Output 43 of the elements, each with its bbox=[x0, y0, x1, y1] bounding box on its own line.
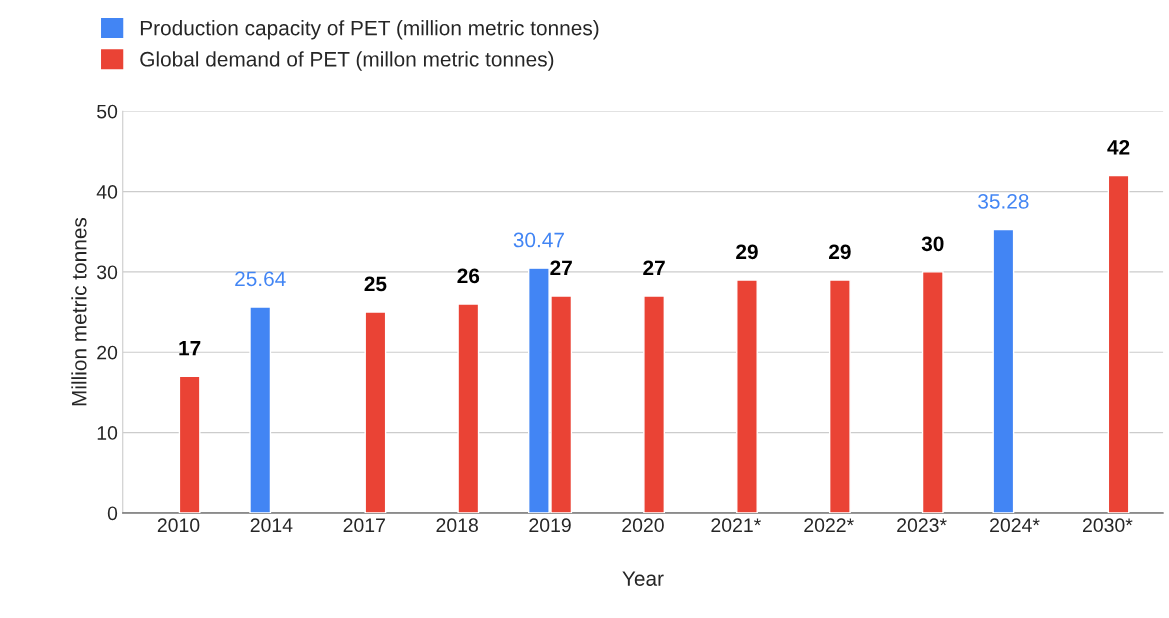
bar bbox=[249, 306, 272, 513]
y-tick-label: 50 bbox=[97, 104, 118, 119]
data-label: 29 bbox=[829, 244, 851, 260]
x-tick-label: 2014 bbox=[250, 518, 293, 533]
data-label: 27 bbox=[643, 260, 665, 276]
data-label: 30 bbox=[921, 236, 944, 252]
y-tick-label: 20 bbox=[97, 345, 118, 360]
data-label: 30.47 bbox=[513, 232, 564, 248]
data-label: 25 bbox=[364, 276, 387, 292]
y-axis-title: Million metric tonnes bbox=[71, 217, 87, 406]
y-tick-label: 0 bbox=[107, 506, 118, 521]
bar bbox=[736, 279, 758, 513]
bar bbox=[992, 228, 1015, 513]
bar bbox=[457, 303, 480, 513]
bar bbox=[921, 271, 944, 513]
x-tick-label: 2021* bbox=[711, 518, 761, 533]
y-tick-label: 30 bbox=[97, 265, 118, 280]
y-tick-label: 40 bbox=[96, 185, 118, 199]
bar bbox=[828, 279, 851, 513]
data-label: 27 bbox=[550, 260, 572, 276]
bar bbox=[364, 311, 387, 513]
data-label: 35.28 bbox=[978, 193, 1029, 209]
x-tick-label: 2030* bbox=[1082, 518, 1133, 533]
x-axis-title: Year bbox=[622, 571, 664, 586]
bar bbox=[1107, 174, 1130, 513]
data-label: 29 bbox=[736, 244, 758, 260]
data-label: 26 bbox=[457, 268, 480, 284]
bar bbox=[178, 375, 201, 513]
x-tick-label: 2018 bbox=[436, 518, 478, 533]
y-tick-label: 10 bbox=[97, 426, 118, 440]
legend-label: Production capacity of PET (million metric tonnes) bbox=[140, 20, 599, 40]
x-tick-label: 2010 bbox=[157, 518, 200, 533]
x-tick-label: 2023* bbox=[897, 518, 947, 533]
x-tick-label: 2017 bbox=[343, 518, 385, 533]
x-tick-label: 2024* bbox=[990, 518, 1040, 533]
data-label: 42 bbox=[1107, 139, 1130, 155]
legend-label: Global demand of PET (millon metric tonnes) bbox=[140, 51, 554, 71]
x-tick-label: 2019 bbox=[529, 518, 571, 533]
x-tick-label: 2022* bbox=[804, 518, 854, 533]
data-label: 17 bbox=[179, 341, 201, 356]
data-label: 25.64 bbox=[235, 271, 286, 287]
x-tick-label: 2020 bbox=[622, 518, 664, 533]
bar bbox=[643, 295, 666, 513]
